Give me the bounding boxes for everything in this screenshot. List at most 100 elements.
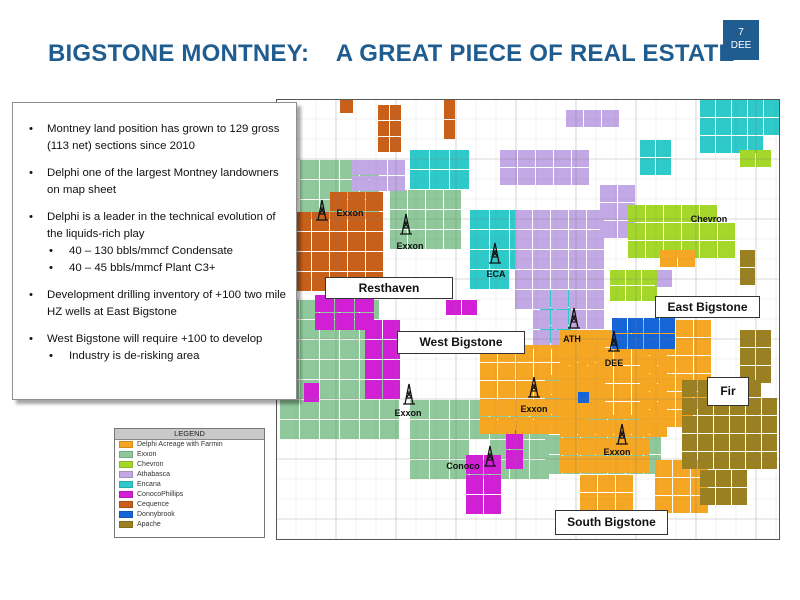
- apache-parcel: [762, 434, 777, 451]
- exxon-parcel: [444, 210, 461, 229]
- well-label: DEE: [605, 358, 624, 368]
- land-map: Exxon Exxon ECA ATH DEE Exxon Exxon Exxon Conoco…: [276, 99, 780, 540]
- legend-row: Cequence: [115, 499, 264, 509]
- delphi-parcel: [676, 320, 693, 337]
- legend-row: Athabasca: [115, 470, 264, 480]
- legend-label: Donnybrook: [137, 510, 175, 518]
- drilling-rig-icon: [403, 383, 415, 405]
- delphi-parcel: [616, 475, 633, 492]
- cequence-parcel: [294, 212, 311, 231]
- exxon-parcel: [450, 420, 469, 439]
- athabasca-parcel: [533, 310, 550, 329]
- chevron-parcel: [628, 241, 645, 258]
- delphi-parcel: [673, 478, 690, 495]
- delphi-parcel: [560, 366, 577, 383]
- exxon-parcel: [320, 400, 339, 419]
- delphi-parcel: [596, 384, 613, 401]
- exxon-parcel: [530, 460, 549, 479]
- bullet-technical-leader: Delphi is a leader in the technical evol…: [27, 209, 288, 243]
- legend-swatch: [119, 490, 133, 498]
- exxon-parcel: [408, 230, 425, 249]
- exxon-parcel: [390, 210, 407, 229]
- chevron-parcel: [610, 286, 625, 301]
- well-label: Exxon: [336, 208, 363, 218]
- athabasca-parcel: [515, 250, 532, 269]
- donnybrook-parcel: [660, 318, 675, 333]
- exxon-parcel: [360, 400, 379, 419]
- delphi-parcel: [498, 417, 515, 434]
- delphi-parcel: [655, 496, 672, 513]
- delphi-parcel: [640, 356, 657, 373]
- encana-parcel: [640, 140, 655, 157]
- delphi-parcel: [658, 374, 675, 391]
- well-label: Exxon: [520, 404, 547, 414]
- delphi-parcel: [673, 496, 690, 513]
- exxon-parcel: [300, 160, 319, 179]
- conocophillips-parcel: [506, 430, 523, 449]
- exxon-parcel: [410, 440, 429, 459]
- encana-parcel: [410, 170, 429, 189]
- delphi-parcel: [560, 402, 577, 419]
- chevron-parcel: [642, 270, 657, 285]
- conocophillips-parcel: [466, 475, 483, 494]
- legend-row: Delphi Acreage with Farmin: [115, 440, 264, 450]
- chevron-parcel: [664, 223, 681, 240]
- drilling-rig-icon: [489, 242, 501, 264]
- athabasca-parcel: [600, 203, 617, 220]
- delphi-parcel: [560, 438, 577, 455]
- delphi-parcel: [560, 384, 577, 401]
- exxon-parcel: [320, 380, 339, 399]
- chevron-parcel: [740, 150, 755, 167]
- cequence-parcel: [366, 252, 383, 271]
- exxon-parcel: [300, 400, 319, 419]
- drilling-rig-icon: [400, 213, 412, 235]
- athabasca-parcel: [584, 110, 601, 127]
- athabasca-parcel: [536, 168, 553, 185]
- apache-parcel: [730, 416, 745, 433]
- conocophillips-parcel: [335, 295, 354, 312]
- delphi-parcel: [498, 363, 515, 380]
- donnybrook-parcel: [578, 392, 589, 403]
- drilling-rig-icon: [316, 199, 328, 221]
- athabasca-parcel: [554, 168, 571, 185]
- apache-parcel: [746, 398, 761, 415]
- exxon-parcel: [380, 400, 399, 419]
- delphi-parcel: [560, 420, 577, 437]
- athabasca-parcel: [352, 160, 369, 175]
- conocophillips-parcel: [466, 495, 483, 514]
- apache-parcel: [732, 488, 747, 505]
- key-points-list: Montney land position has grown to 129 g…: [27, 121, 288, 365]
- apache-parcel: [732, 470, 747, 487]
- exxon-parcel: [430, 420, 449, 439]
- athabasca-parcel: [587, 290, 604, 309]
- well-label: Exxon: [396, 241, 423, 251]
- cequence-parcel: [348, 232, 365, 251]
- cequence-parcel: [378, 137, 389, 152]
- legend-swatch: [119, 451, 133, 459]
- key-points-box: Montney land position has grown to 129 g…: [12, 102, 297, 400]
- delphi-parcel: [596, 348, 613, 365]
- legend-row: ConocoPhillips: [115, 489, 264, 499]
- bullet-group-west-bigstone: West Bigstone will require +100 to devel…: [27, 331, 288, 365]
- page-number: 7: [738, 27, 744, 38]
- cequence-parcel: [390, 121, 401, 136]
- athabasca-parcel: [551, 270, 568, 289]
- legend-swatch: [119, 461, 133, 469]
- area-label-fir: Fir: [707, 377, 749, 406]
- well-label: ATH: [563, 334, 581, 344]
- legend-title: LEGEND: [115, 429, 264, 440]
- athabasca-parcel: [500, 168, 517, 185]
- bullet-largest-landowner: Delphi one of the largest Montney landow…: [27, 165, 288, 199]
- cequence-parcel: [366, 212, 383, 231]
- exxon-parcel: [320, 340, 339, 359]
- apache-parcel: [762, 398, 777, 415]
- exxon-parcel: [300, 300, 319, 319]
- exxon-parcel: [280, 400, 299, 419]
- exxon-parcel: [360, 420, 379, 439]
- encana-parcel: [700, 118, 715, 135]
- donnybrook-parcel: [628, 318, 643, 333]
- athabasca-parcel: [587, 310, 604, 329]
- apache-parcel: [756, 366, 771, 383]
- athabasca-parcel: [533, 330, 550, 349]
- athabasca-parcel: [515, 290, 532, 309]
